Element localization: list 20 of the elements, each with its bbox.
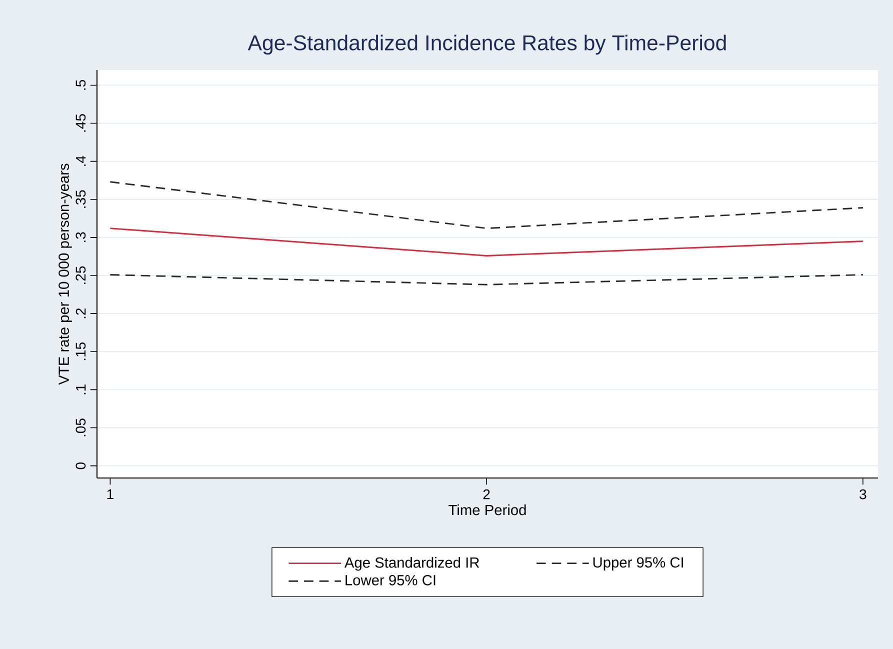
x-tick-label: 2 — [483, 489, 490, 500]
y-tick-label: .1 — [76, 384, 86, 394]
y-tick-label: .3 — [76, 232, 86, 242]
x-tick-label: 3 — [860, 489, 866, 500]
x-axis-title: Time Period — [448, 504, 526, 516]
y-tick-label: .25 — [76, 266, 86, 284]
y-tick-label: .5 — [76, 80, 86, 90]
legend-label: Lower 95% CI — [346, 574, 436, 586]
y-tick-label: .15 — [76, 342, 86, 360]
legend-label: Upper 95% CI — [593, 557, 683, 570]
y-tick-label: .35 — [76, 190, 86, 208]
y-tick-label: .2 — [76, 308, 86, 318]
x-tick-label: 1 — [107, 489, 114, 499]
y-tick-label: .45 — [76, 114, 86, 132]
y-tick-label: .05 — [76, 418, 86, 436]
y-tick-label: 0 — [76, 462, 86, 470]
y-tick-label: .4 — [76, 156, 86, 166]
legend-label: Age Standardized IR — [344, 557, 480, 571]
y-axis-title: VTE rate per 10 000 person-years — [58, 164, 72, 385]
chart-title: Age-Standardized Incidence Rates by Time-Period — [248, 34, 726, 55]
